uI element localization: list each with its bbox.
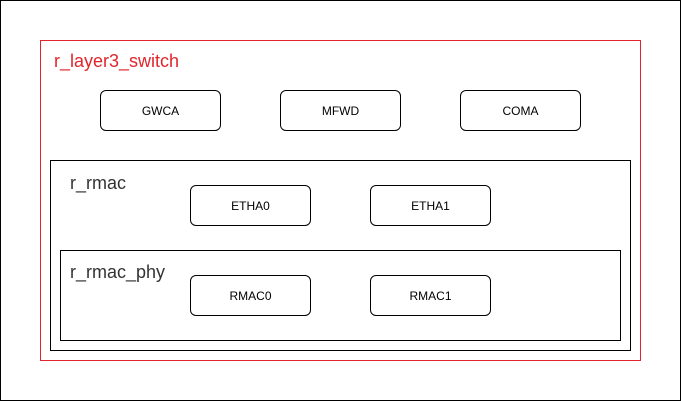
r-rmac-container[interactable] (50, 160, 631, 351)
r-rmac-phy-container[interactable] (60, 250, 621, 341)
r-layer3-switch-label: r_layer3_switch (54, 51, 180, 71)
etha1-block[interactable]: ETHA1 (370, 185, 491, 226)
gwca-block[interactable]: GWCA (100, 90, 221, 131)
rmac1-block[interactable]: RMAC1 (370, 275, 491, 316)
etha0-block[interactable]: ETHA0 (190, 185, 311, 226)
r-rmac-label: r_rmac (70, 173, 127, 193)
rmac0-block[interactable]: RMAC0 (190, 275, 311, 316)
mfwd-block[interactable]: MFWD (280, 90, 401, 131)
coma-block[interactable]: COMA (460, 90, 581, 131)
r-rmac-phy-label: r_rmac_phy (70, 262, 166, 282)
r-layer3-switch-container[interactable] (40, 40, 641, 361)
